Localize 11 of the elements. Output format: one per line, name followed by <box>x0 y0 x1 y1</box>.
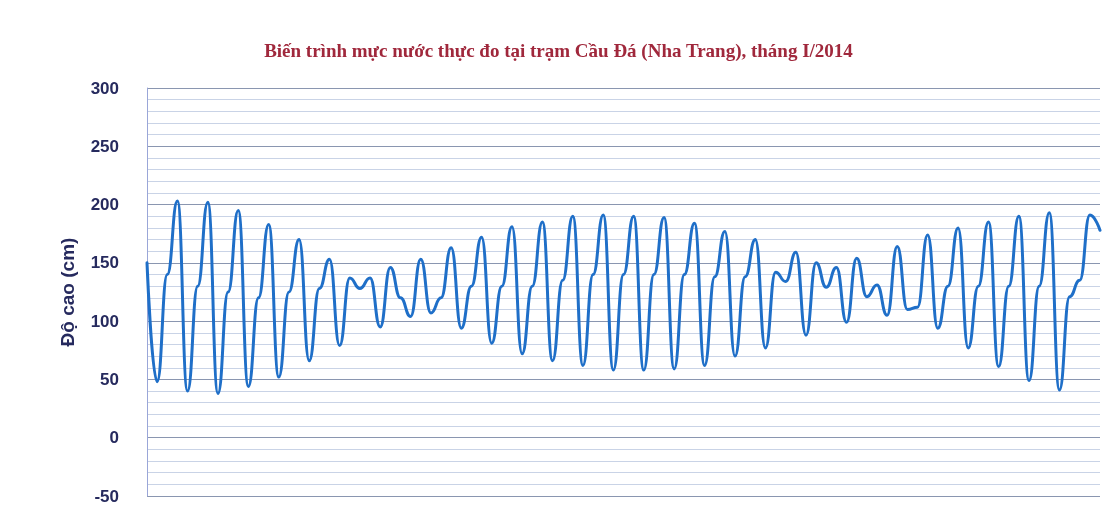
line-series <box>145 199 1102 395</box>
y-tick-label: 50 <box>100 369 119 389</box>
y-axis-title: Độ cao (cm) <box>57 237 78 347</box>
y-tick-label: 300 <box>90 78 119 98</box>
y-tick-label: 0 <box>109 428 119 448</box>
y-tick-label: 200 <box>90 195 119 215</box>
y-tick-label: 250 <box>90 136 119 156</box>
y-tick-label: 150 <box>90 253 119 273</box>
y-tick-label: 100 <box>90 311 119 331</box>
chart-title: Biến trình mực nước thực đo tại trạm Cầu Đá (Nha Trang), tháng I/2014 <box>264 40 854 62</box>
y-tick-label: -50 <box>94 486 119 506</box>
